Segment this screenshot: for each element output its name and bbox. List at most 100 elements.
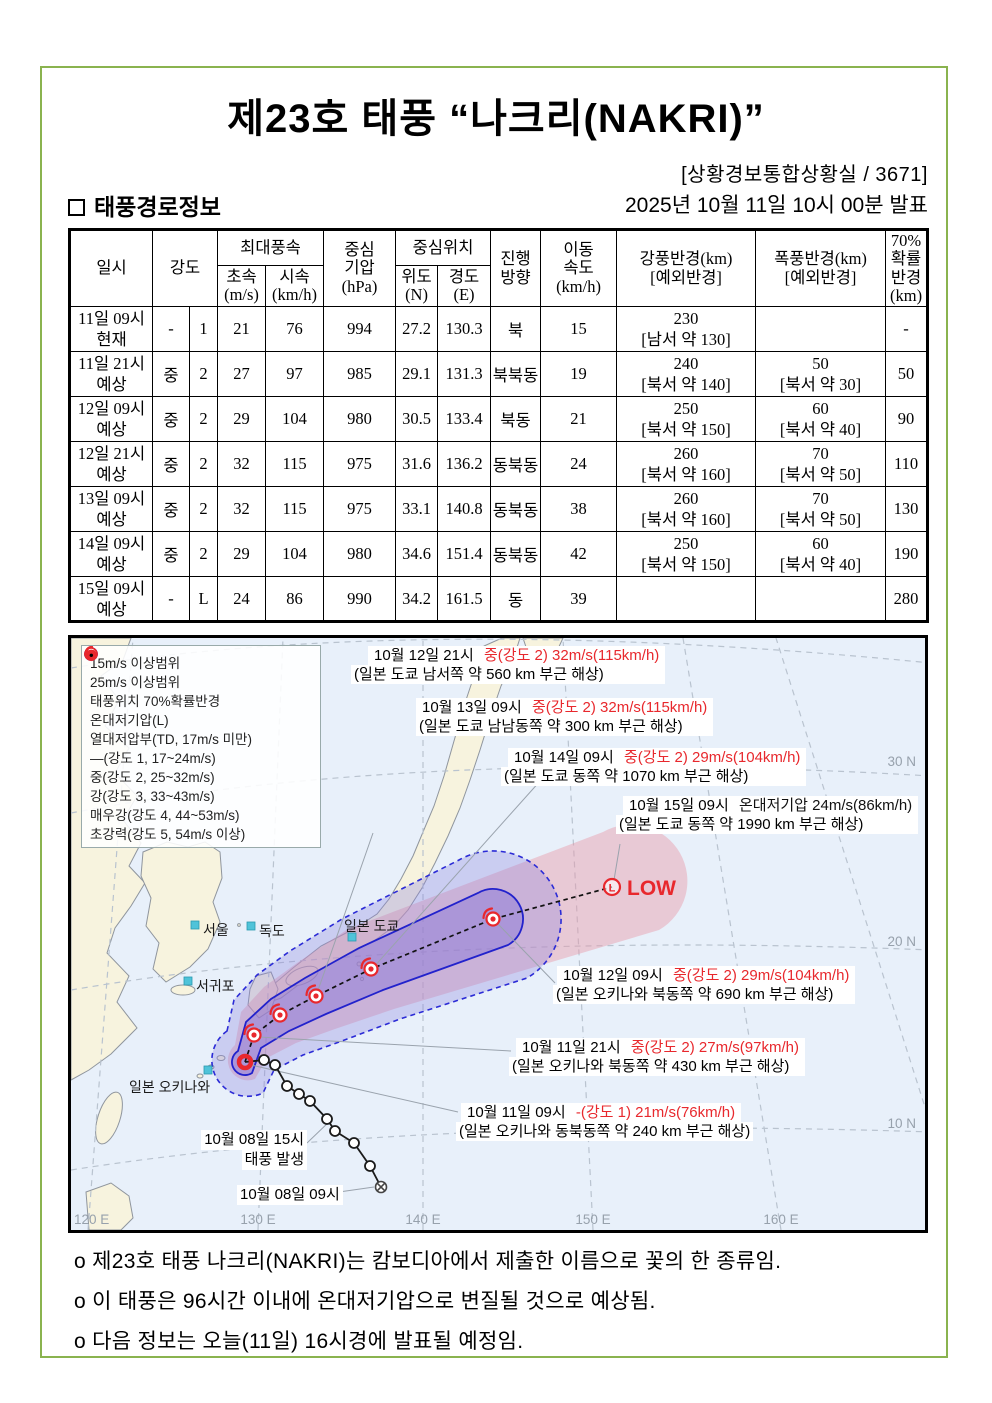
lat-30n-label: 30 N	[887, 754, 916, 769]
dokdo-label: 독도	[259, 923, 285, 939]
cell-storm: 50 [북서 약 30]	[755, 351, 887, 397]
low-letter: L	[609, 883, 616, 895]
forecast-annotation: 10월 14일 09시 중(강도 2) 29m/s(104km/h) (일본 도…	[501, 748, 807, 786]
cell-prob: 90	[885, 396, 929, 442]
cell-storm: 70 [북서 약 50]	[755, 486, 887, 532]
cell-pressure: 994	[323, 306, 397, 352]
annotation-status: 중(강도 2) 27m/s(97km/h)	[627, 1038, 802, 1057]
forecast-annotation: 10월 12일 21시 중(강도 2) 32m/s(115km/h) (일본 도…	[351, 646, 666, 684]
legend-item: —(강도 1, 17~24m/s)	[84, 646, 312, 766]
lon-160e-label: 160 E	[763, 1212, 798, 1227]
lon-130e-label: 130 E	[240, 1212, 275, 1227]
jeju-island	[170, 984, 196, 996]
cell-gale: 240 [북서 약 140]	[616, 351, 757, 397]
okinawa-label: 일본 오키나와	[129, 1079, 210, 1095]
header-intensity: 강도	[152, 229, 218, 307]
cell-speed: 39	[540, 576, 618, 622]
table-row: 11일 21시 예상 중 2 27 97 985 29.1 131.3 북북동 1…	[69, 351, 929, 397]
cell-prob: 50	[885, 351, 929, 397]
cell-grade: 중	[152, 531, 190, 577]
cell-lat: 33.1	[395, 486, 439, 532]
cat5-icon	[84, 646, 96, 660]
cell-lon: 133.4	[437, 396, 492, 442]
cell-prob: 280	[885, 576, 929, 622]
cell-datetime: 11일 09시 현재	[69, 306, 153, 352]
annotation-detail: (일본 오키나와 북동쪽 약 690 km 부근 해상)	[553, 985, 856, 1004]
note-line: o 다음 정보는 오늘(11일) 16시경에 발표될 예정임.	[74, 1330, 524, 1353]
legend-item: L온대저기압(L)	[84, 647, 312, 728]
cell-lat: 34.6	[395, 531, 439, 577]
legend-label: 중(강도 2, 25~32m/s)	[90, 769, 215, 785]
map-legend: 15m/s 이상범위 25m/s 이상범위 태풍위치 70%확률반경 L온대저기…	[81, 645, 321, 848]
forecast-annotation: 10월 12일 09시 중(강도 2) 29m/s(104km/h) (일본 오…	[553, 966, 856, 1004]
dokdo-marker	[246, 921, 256, 931]
annotation-status: 중(강도 2) 29m/s(104km/h)	[669, 966, 853, 985]
header-max-wind: 최대풍속	[216, 229, 325, 266]
range-25ms-area	[231, 888, 524, 1076]
city-markers	[183, 920, 357, 1075]
cell-datetime: 14일 09시 예상	[69, 531, 153, 577]
cell-speed: 24	[540, 441, 618, 487]
table-row: 15일 09시 예상 - L 24 86 990 34.2 161.5 동 39 …	[69, 576, 929, 622]
cell-storm: 70 [북서 약 50]	[755, 441, 887, 487]
forecast-annotation: 10월 13일 09시 중(강도 2) 32m/s(115km/h) (일본 도…	[416, 698, 714, 736]
typhoon-forecast-table: 일시 강도 최대풍속 중심 기압 (hPa) 중심위치 진행 방향 이동 속도 …	[68, 228, 930, 623]
annotation-time: 10월 11일 21시	[519, 1038, 624, 1057]
cell-direction: 동북동	[490, 441, 542, 487]
annotation-time: 10월 12일 21시	[371, 646, 477, 665]
annotation-detail: (일본 오키나와 동북동쪽 약 240 km 부근 해상)	[456, 1122, 754, 1141]
annotation-status: 중(강도 2) 32m/s(115km/h)	[528, 698, 711, 717]
cell-lat: 34.2	[395, 576, 439, 622]
table-row: 14일 09시 예상 중 2 29 104 980 34.6 151.4 동북동 …	[69, 531, 929, 577]
cell-storm: 60 [북서 약 40]	[755, 396, 887, 442]
page-title: 제23호 태풍 “나크리(NAKRI)”	[227, 97, 765, 141]
cell-speed: 38	[540, 486, 618, 532]
cell-storm	[755, 306, 887, 352]
legend-item: 초강력(강도 5, 54m/s 이상)	[84, 646, 312, 842]
cell-datetime: 12일 09시 예상	[69, 396, 153, 442]
cell-lat: 31.6	[395, 441, 439, 487]
annotation-time: 10월 13일 09시	[419, 698, 525, 717]
header-direction: 진행 방향	[490, 229, 542, 307]
cell-datetime: 15일 09시 예상	[69, 576, 153, 622]
annotation-status: 중(강도 2) 32m/s(115km/h)	[480, 646, 663, 665]
probability-cone-70	[227, 824, 688, 1081]
seogwipo-label: 서귀포	[196, 978, 235, 994]
luzon-island	[85, 1182, 134, 1230]
cell-datetime: 13일 09시 예상	[69, 486, 153, 532]
annotation-leader-lines	[250, 779, 621, 1193]
start-time: 10월 08일 09시	[237, 1185, 343, 1205]
cell-direction: 동북동	[490, 486, 542, 532]
cell-grade-num: 2	[189, 351, 218, 397]
annotation-detail: (일본 오키나와 북동쪽 약 430 km 부근 해상)	[509, 1057, 805, 1076]
cell-lon: 130.3	[437, 306, 492, 352]
note-line: o 이 태풍은 96시간 이내에 온대저기압으로 변질될 것으로 예상됨.	[74, 1290, 656, 1313]
cell-lat: 30.5	[395, 396, 439, 442]
okinawa-marker	[203, 1065, 213, 1075]
cell-direction: 북동	[490, 396, 542, 442]
cell-grade-num: 2	[189, 441, 218, 487]
footnotes: o 제23호 태풍 나크리(NAKRI)는 캄보디아에서 제출한 이름으로 꽃의…	[74, 1242, 781, 1362]
cell-direction: 북북동	[490, 351, 542, 397]
header-row-group: 일시 강도 최대풍속 중심 기압 (hPa) 중심위치 진행 방향 이동 속도 …	[69, 229, 929, 307]
annotation-time: 10월 15일 09시	[626, 796, 732, 815]
cell-wind-kmh: 86	[264, 576, 325, 622]
cell-gale: 260 [북서 약 160]	[616, 441, 757, 487]
low-label: LOW	[627, 877, 676, 900]
cell-grade-num: 2	[189, 396, 218, 442]
legend-label: 태풍위치 70%확률반경	[90, 693, 221, 709]
legend-item: 강(강도 3, 33~43m/s)	[84, 646, 312, 804]
legend-label: —(강도 1, 17~24m/s)	[90, 750, 216, 766]
lat-20n-label: 20 N	[887, 934, 916, 949]
cell-lon: 140.8	[437, 486, 492, 532]
cell-gale: 260 [북서 약 160]	[616, 486, 757, 532]
cell-grade-num: 2	[189, 531, 218, 577]
seoul-marker	[190, 920, 200, 930]
cell-lat: 29.1	[395, 351, 439, 397]
page-border-frame	[40, 66, 948, 1358]
cell-speed: 21	[540, 396, 618, 442]
cell-datetime: 11일 21시 예상	[69, 351, 153, 397]
lat-10n-label: 10 N	[887, 1116, 916, 1131]
track-start-label: 10월 08일 09시	[237, 1185, 343, 1205]
